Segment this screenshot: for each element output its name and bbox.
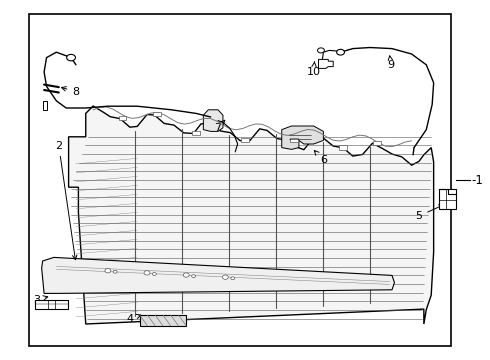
Polygon shape [69, 106, 434, 324]
Circle shape [318, 48, 324, 53]
FancyBboxPatch shape [35, 300, 68, 309]
Bar [339, 145, 347, 149]
Polygon shape [318, 59, 333, 68]
Circle shape [192, 275, 196, 278]
Bar [29, 14, 451, 346]
Circle shape [144, 271, 150, 275]
Circle shape [222, 275, 228, 279]
Bar [140, 315, 186, 326]
Bar [119, 116, 126, 120]
Bar [241, 138, 249, 143]
Circle shape [231, 277, 235, 280]
Bar [373, 141, 381, 145]
Text: 6: 6 [315, 150, 327, 165]
Text: 9: 9 [388, 56, 394, 70]
Circle shape [105, 269, 111, 273]
Circle shape [183, 273, 189, 277]
Circle shape [67, 54, 75, 61]
Bar [290, 138, 298, 142]
Polygon shape [203, 110, 223, 131]
Polygon shape [282, 126, 323, 149]
FancyBboxPatch shape [439, 189, 456, 209]
Text: 2: 2 [55, 141, 77, 260]
Text: 4: 4 [126, 314, 141, 324]
Circle shape [337, 49, 344, 55]
Circle shape [113, 270, 117, 273]
Text: 3: 3 [33, 294, 48, 305]
Text: 7: 7 [215, 120, 225, 133]
Text: 10: 10 [307, 62, 320, 77]
Bar [192, 131, 200, 135]
Circle shape [152, 273, 156, 275]
Text: 8: 8 [62, 87, 79, 97]
Text: -1: -1 [472, 174, 484, 186]
Bar [153, 112, 161, 116]
Polygon shape [42, 257, 394, 293]
Text: 5: 5 [416, 205, 443, 221]
Polygon shape [43, 101, 47, 110]
